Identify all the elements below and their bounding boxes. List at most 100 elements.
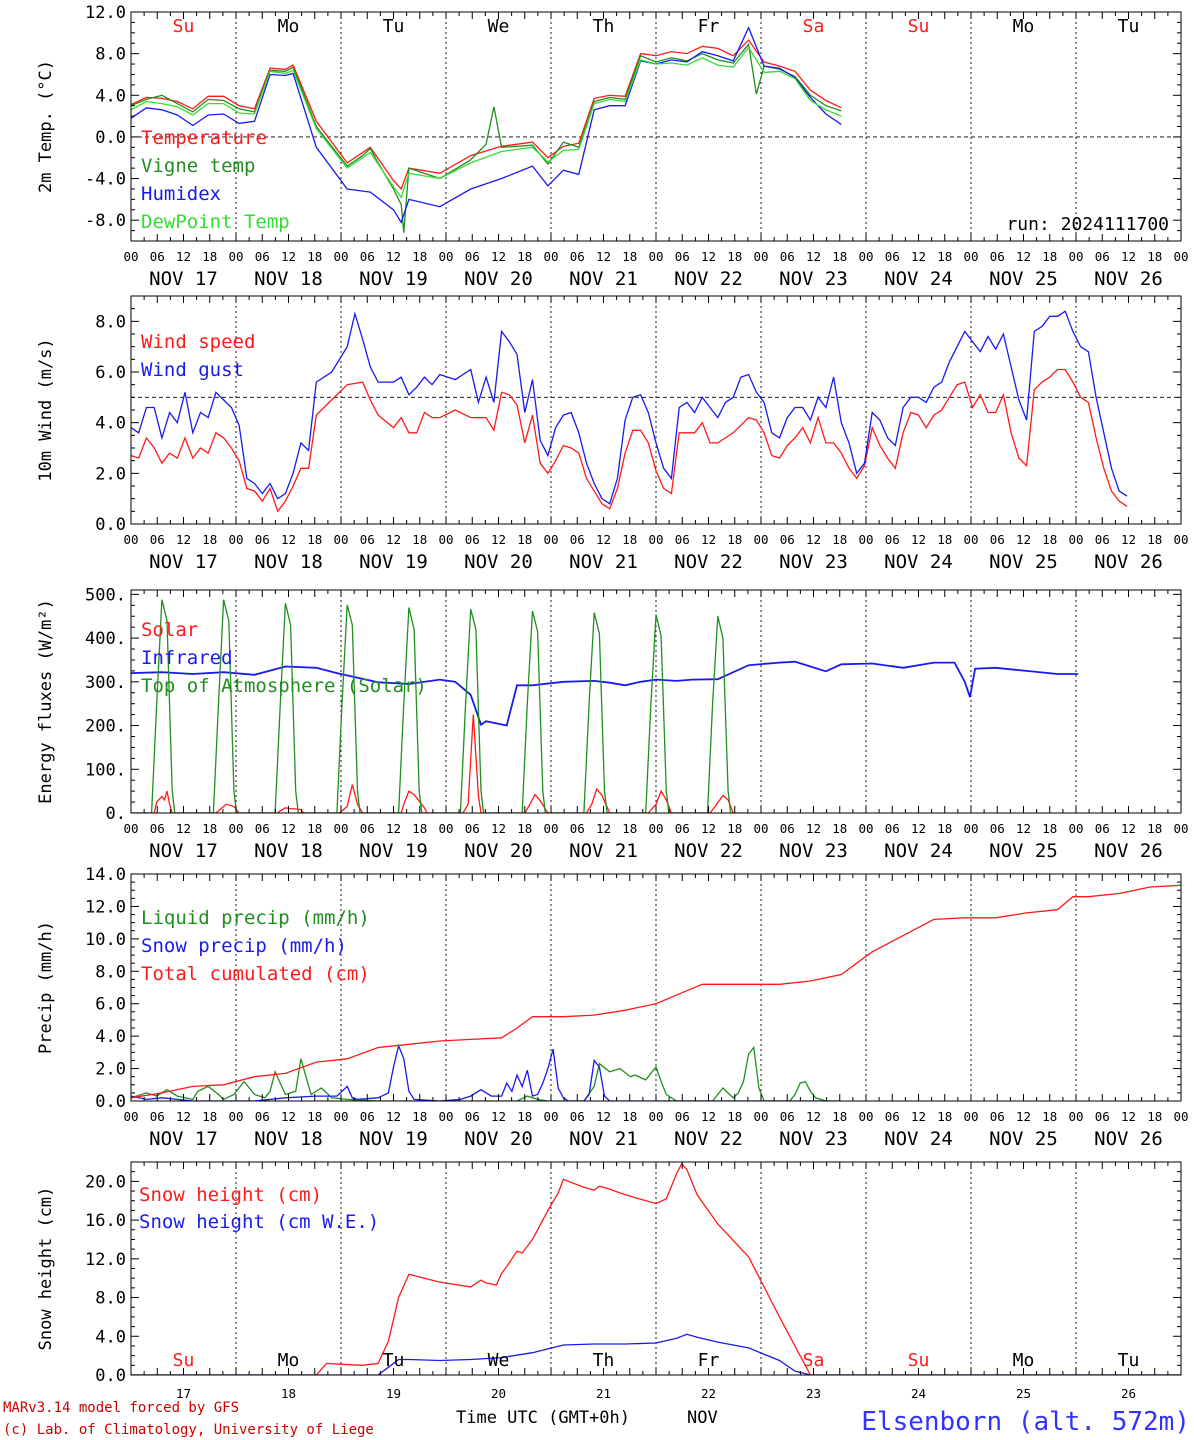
x-date-label: NOV 22	[674, 1128, 743, 1150]
x-hour-label: 06	[780, 532, 795, 547]
series-line-dewpoint-temp	[131, 46, 842, 199]
x-hour-label: 18	[727, 821, 742, 836]
series-line-wind-speed	[131, 368, 1128, 513]
x-hour-label: 06	[675, 821, 690, 836]
series-line-total-cumulated-cm-	[131, 884, 1181, 1099]
y-tick-label: 4.0	[95, 86, 126, 106]
x-hour-label: 00	[1173, 1109, 1188, 1124]
x-hour-label: 00	[858, 1109, 873, 1124]
x-hour-label: 12	[281, 821, 296, 836]
x-hour-label: 06	[885, 532, 900, 547]
x-hour-label: 12	[911, 821, 926, 836]
x-day-number: 17	[176, 1386, 191, 1401]
x-date-label: NOV 22	[674, 268, 743, 290]
x-date-label: NOV 17	[149, 1128, 218, 1150]
x-hour-label: 00	[333, 249, 348, 264]
x-hour-label: 00	[438, 821, 453, 836]
x-hour-label: 00	[1173, 249, 1188, 264]
x-hour-label: 12	[1121, 821, 1136, 836]
x-hour-label: 06	[780, 821, 795, 836]
legend-entry: DewPoint Temp	[141, 211, 290, 233]
x-day-number: 20	[491, 1386, 506, 1401]
x-hour-label: 06	[150, 821, 165, 836]
x-date-label: NOV 18	[254, 1128, 323, 1150]
x-hour-label: 00	[753, 249, 768, 264]
y-tick-label: 12.0	[85, 3, 126, 23]
x-hour-label: 06	[1095, 821, 1110, 836]
x-hour-label: 06	[255, 532, 270, 547]
x-hour-label: 00	[333, 821, 348, 836]
x-hour-label: 06	[360, 1109, 375, 1124]
series-line-infrared	[131, 660, 1079, 727]
x-hour-label: 18	[307, 1109, 322, 1124]
x-hour-label: 06	[675, 1109, 690, 1124]
x-date-label: NOV 20	[464, 840, 533, 862]
x-hour-label: 00	[753, 532, 768, 547]
legend-entry: Top of Atmosphere (Solar)	[141, 675, 427, 697]
x-date-label: NOV 19	[359, 551, 428, 573]
model-credit: MARv3.14 model forced by GFS	[3, 1400, 239, 1416]
x-day-number: 25	[1016, 1386, 1031, 1401]
legend-entry: Humidex	[141, 183, 221, 205]
x-hour-label: 00	[438, 249, 453, 264]
x-date-label: NOV 25	[989, 551, 1058, 573]
x-date-label: NOV 26	[1094, 551, 1163, 573]
x-hour-label: 12	[176, 249, 191, 264]
weekday-label: Mo	[1013, 1350, 1035, 1371]
x-hour-label: 00	[333, 532, 348, 547]
x-hour-label: 12	[701, 1109, 716, 1124]
x-hour-label: 12	[491, 821, 506, 836]
x-date-label: NOV 22	[674, 840, 743, 862]
x-hour-label: 06	[150, 1109, 165, 1124]
weekday-label: Fr	[698, 16, 720, 37]
x-hour-label: 12	[1121, 249, 1136, 264]
x-hour-label: 18	[1147, 249, 1162, 264]
x-date-label: NOV 23	[779, 1128, 848, 1150]
x-hour-label: 18	[202, 249, 217, 264]
weekday-label: Su	[908, 16, 930, 37]
series-line-snow-height-cm-w-e-	[131, 1333, 1181, 1375]
x-hour-label: 00	[228, 1109, 243, 1124]
x-hour-label: 00	[1068, 1109, 1083, 1124]
x-hour-label: 18	[307, 249, 322, 264]
y-tick-label: 0.0	[95, 128, 126, 148]
x-date-label: NOV 24	[884, 1128, 953, 1150]
x-hour-label: 18	[412, 249, 427, 264]
y-axis-title: 2m Temp. (°C)	[36, 60, 56, 193]
x-hour-label: 18	[727, 249, 742, 264]
x-hour-label: 06	[255, 249, 270, 264]
legend-entry: Temperature	[141, 127, 267, 149]
x-hour-label: 12	[701, 821, 716, 836]
legend-entry: Snow height (cm)	[139, 1184, 322, 1206]
x-date-label: NOV 22	[674, 551, 743, 573]
x-date-label: NOV 17	[149, 268, 218, 290]
x-hour-label: 12	[1016, 1109, 1031, 1124]
weekday-label: Su	[173, 1350, 195, 1371]
x-hour-label: 06	[1095, 1109, 1110, 1124]
x-hour-label: 00	[123, 532, 138, 547]
plot-frame	[130, 11, 1182, 242]
y-tick-label: 2.0	[95, 1060, 126, 1080]
panel-wind: 8.0 6.0 4.0 2.0 0.0 10m Wind (m/s) 00 06 12 18 NOV…	[36, 295, 1189, 573]
series-line-solar	[131, 714, 734, 813]
plot-frame	[130, 295, 1182, 525]
weekday-label: Th	[593, 16, 615, 37]
x-date-label: NOV 21	[569, 840, 638, 862]
series-line-vigne-temp	[131, 42, 842, 233]
y-tick-label: 0.	[106, 804, 126, 824]
x-date-label: NOV 24	[884, 840, 953, 862]
x-hour-label: 06	[465, 821, 480, 836]
x-day-number: 26	[1121, 1386, 1136, 1401]
x-hour-label: 00	[858, 532, 873, 547]
month-label: NOV	[687, 1408, 718, 1428]
x-hour-label: 06	[465, 532, 480, 547]
x-hour-label: 18	[937, 821, 952, 836]
x-hour-label: 18	[202, 821, 217, 836]
run-label: run: 2024111700	[1006, 214, 1169, 235]
panel-flux: 500. 400. 300. 200. 100. 0. Energy fluxes (W/m…	[36, 585, 1189, 862]
weekday-label: Mo	[278, 1350, 300, 1371]
y-tick-label: 12.0	[85, 1250, 126, 1270]
panel-temp: 12.0 8.0 4.0 0.0 -4.0 -8.0 2m Temp. (°C) 00 06 12…	[36, 3, 1189, 290]
x-date-label: NOV 21	[569, 551, 638, 573]
y-tick-label: 6.0	[95, 363, 126, 383]
